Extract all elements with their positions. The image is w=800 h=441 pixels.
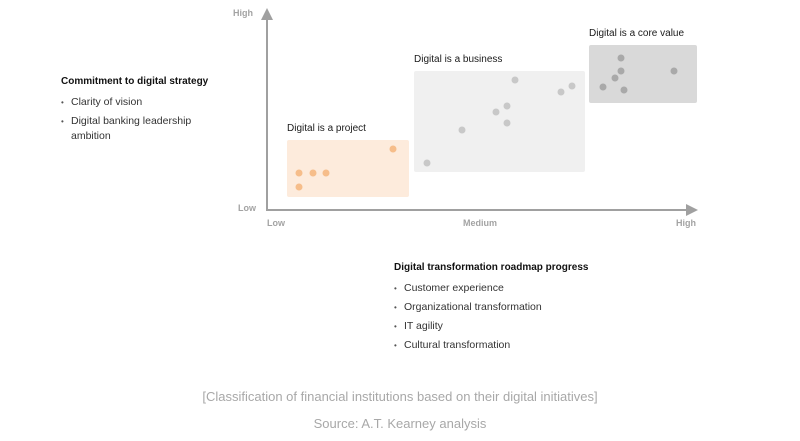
x-axis-arrow-icon: [686, 204, 698, 216]
data-point: [670, 67, 678, 75]
data-point: [611, 74, 619, 82]
data-point: [322, 169, 330, 177]
list-item: Customer experience: [394, 281, 614, 296]
group-box-business: [414, 71, 585, 172]
list-item: Digital banking leadership ambition: [61, 114, 221, 144]
x-axis-high-label: High: [676, 218, 696, 228]
list-item: Clarity of vision: [61, 95, 221, 110]
y-axis-arrow-icon: [261, 8, 273, 20]
data-point: [503, 119, 511, 127]
data-point: [309, 169, 317, 177]
list-item: Cultural transformation: [394, 338, 614, 353]
data-point: [620, 86, 628, 94]
data-point: [503, 102, 511, 110]
figure-caption: [Classification of financial institution…: [202, 389, 598, 404]
data-point: [423, 159, 431, 167]
y-axis-panel: Commitment to digital strategy Clarity o…: [61, 76, 221, 148]
data-point: [557, 88, 565, 96]
x-axis-low-label: Low: [267, 218, 285, 228]
x-axis-panel: Digital transformation roadmap progress …: [394, 262, 614, 357]
data-point: [295, 169, 303, 177]
group-box-core-value: [589, 45, 697, 103]
data-point: [458, 126, 466, 134]
list-item: IT agility: [394, 319, 614, 334]
data-point: [511, 76, 519, 84]
data-point: [492, 108, 500, 116]
group-title-business: Digital is a business: [414, 54, 503, 65]
x-axis-panel-list: Customer experience Organizational trans…: [394, 281, 614, 353]
group-box-project: [287, 140, 409, 197]
y-axis-panel-title: Commitment to digital strategy: [61, 76, 209, 87]
data-point: [599, 83, 607, 91]
data-point: [568, 82, 576, 90]
group-title-project: Digital is a project: [287, 123, 366, 134]
data-point: [617, 54, 625, 62]
figure-source: Source: A.T. Kearney analysis: [313, 416, 487, 431]
list-item: Organizational transformation: [394, 300, 614, 315]
data-point: [617, 67, 625, 75]
y-axis-panel-list: Clarity of vision Digital banking leader…: [61, 95, 221, 144]
data-point: [295, 183, 303, 191]
x-axis-panel-title: Digital transformation roadmap progress: [394, 262, 589, 273]
y-axis-low-label: Low: [238, 203, 256, 213]
group-title-core-value: Digital is a core value: [589, 28, 685, 39]
data-point: [389, 145, 397, 153]
y-axis-high-label: High: [233, 8, 253, 18]
x-axis-medium-label: Medium: [463, 218, 498, 228]
